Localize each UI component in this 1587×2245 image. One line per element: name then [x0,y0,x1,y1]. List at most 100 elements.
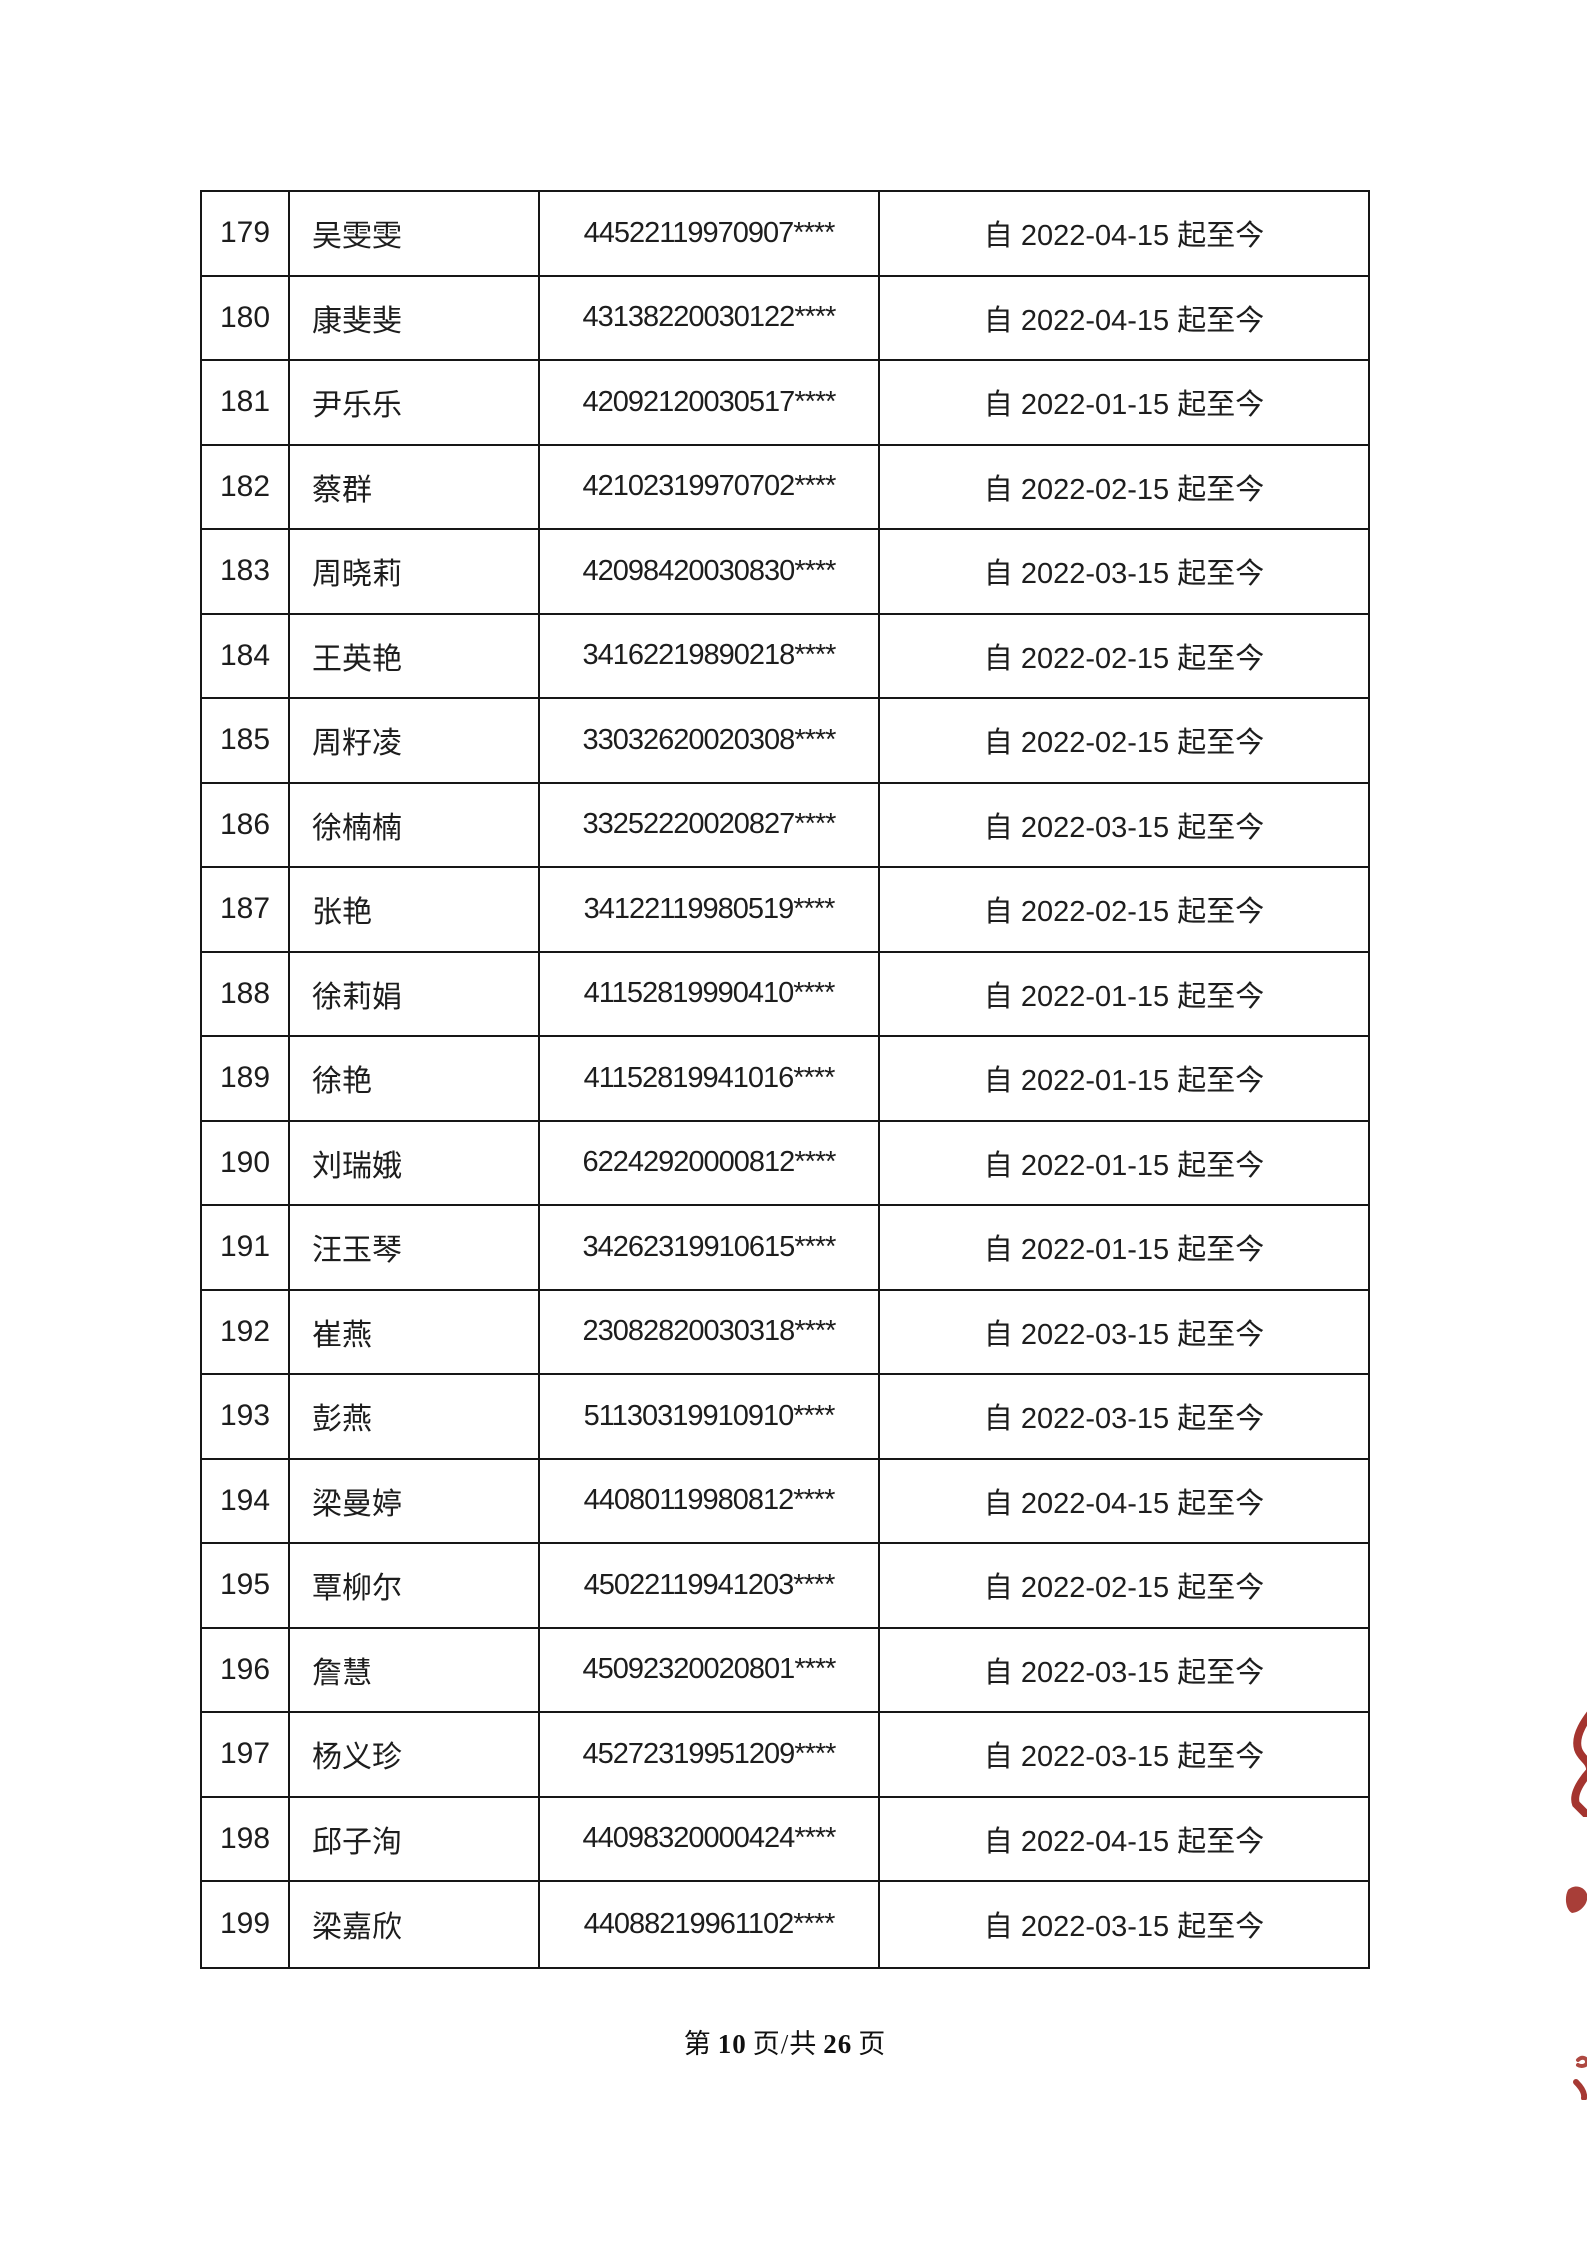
row-index-cell: 194 [202,1459,290,1542]
table-row: 199 梁嘉欣 44088219961102**** 自 2022-03-15 … [202,1882,1368,1967]
footer-prefix: 第 [683,2029,712,2059]
name-cell: 徐莉娟 [290,952,540,1035]
stamp-fragment-icon [1565,1886,1587,1913]
row-index-cell: 191 [202,1206,290,1289]
row-index-cell: 186 [202,783,290,866]
id-number-cell: 41152819990410**** [540,952,880,1035]
period-cell: 自 2022-04-15 起至今 [983,1825,1265,1858]
table-row: 180 康斐斐 43138220030122**** 自 2022-04-15 … [202,276,1368,361]
period-cell: 自 2022-02-15 起至今 [983,727,1265,760]
row-index-cell: 189 [202,1037,290,1120]
id-number-cell: 44098320000424**** [540,1797,880,1880]
name-cell: 周晓莉 [290,530,540,613]
id-number-cell: 34262319910615**** [540,1206,880,1289]
id-number-cell: 45272319951209**** [540,1713,880,1796]
period-cell: 自 2022-04-15 起至今 [983,220,1265,253]
id-number-cell: 42098420030830**** [540,530,880,613]
name-cell: 詹慧 [290,1628,540,1711]
id-number-cell: 44522119970907**** [540,192,880,275]
id-number-cell: 33252220020827**** [540,783,880,866]
period-cell: 自 2022-03-15 起至今 [983,1656,1265,1689]
id-number-cell: 51130319910910**** [540,1375,880,1458]
row-index-cell: 190 [202,1121,290,1204]
row-index-cell: 192 [202,1290,290,1373]
period-cell: 自 2022-03-15 起至今 [983,1741,1265,1774]
table-row: 189 徐艳 41152819941016**** 自 2022-01-15 起… [202,1037,1368,1122]
period-cell: 自 2022-02-15 起至今 [983,1572,1265,1605]
name-cell: 康斐斐 [290,276,540,359]
period-cell: 自 2022-01-15 起至今 [983,1234,1265,1267]
row-index-cell: 187 [202,868,290,951]
id-number-cell: 62242920000812**** [540,1121,880,1204]
table-row: 179 吴雯雯 44522119970907**** 自 2022-04-15 … [202,192,1368,277]
name-cell: 崔燕 [290,1290,540,1373]
table-row: 197 杨义珍 45272319951209**** 自 2022-03-15 … [202,1713,1368,1798]
row-index-cell: 181 [202,361,290,444]
id-number-cell: 42102319970702**** [540,445,880,528]
period-cell: 自 2022-03-15 起至今 [983,558,1265,591]
table-row: 181 尹乐乐 42092120030517**** 自 2022-01-15 … [202,361,1368,446]
footer-page-number: 10 [717,2029,747,2059]
row-index-cell: 185 [202,699,290,782]
id-number-cell: 44088219961102**** [540,1882,880,1967]
table-row: 186 徐楠楠 33252220020827**** 自 2022-03-15 … [202,783,1368,868]
name-cell: 邱子洵 [290,1797,540,1880]
table-row: 194 梁曼婷 44080119980812**** 自 2022-04-15 … [202,1459,1368,1544]
id-number-cell: 34162219890218**** [540,614,880,697]
period-cell: 自 2022-03-15 起至今 [983,1911,1265,1944]
name-cell: 彭燕 [290,1375,540,1458]
name-cell: 覃柳尔 [290,1544,540,1627]
table-row: 192 崔燕 23082820030318**** 自 2022-03-15 起… [202,1290,1368,1375]
period-cell: 自 2022-01-15 起至今 [983,980,1265,1013]
row-index-cell: 182 [202,445,290,528]
table-row: 182 蔡群 42102319970702**** 自 2022-02-15 起… [202,445,1368,530]
id-number-cell: 34122119980519**** [540,868,880,951]
stamp-fragment-icon [1573,2055,1587,2100]
id-number-cell: 43138220030122**** [540,276,880,359]
row-index-cell: 188 [202,952,290,1035]
id-number-cell: 41152819941016**** [540,1037,880,1120]
period-cell: 自 2022-01-15 起至今 [983,389,1265,422]
stamp-fragment-icon [1571,1711,1587,1817]
row-index-cell: 180 [202,276,290,359]
name-cell: 吴雯雯 [290,192,540,275]
name-cell: 杨义珍 [290,1713,540,1796]
row-index-cell: 183 [202,530,290,613]
name-cell: 梁曼婷 [290,1459,540,1542]
id-number-cell: 44080119980812**** [540,1459,880,1542]
table-row: 196 詹慧 45092320020801**** 自 2022-03-15 起… [202,1628,1368,1713]
row-index-cell: 184 [202,614,290,697]
table-row: 187 张艳 34122119980519**** 自 2022-02-15 起… [202,868,1368,953]
period-cell: 自 2022-03-15 起至今 [983,1318,1265,1351]
name-cell: 汪玉琴 [290,1206,540,1289]
table-row: 184 王英艳 34162219890218**** 自 2022-02-15 … [202,614,1368,699]
period-cell: 自 2022-01-15 起至今 [983,1065,1265,1098]
table-row: 195 覃柳尔 45022119941203**** 自 2022-02-15 … [202,1544,1368,1629]
row-index-cell: 198 [202,1797,290,1880]
table-row: 183 周晓莉 42098420030830**** 自 2022-03-15 … [202,530,1368,615]
row-index-cell: 195 [202,1544,290,1627]
footer-middle: 页/共 [752,2029,818,2059]
row-index-cell: 197 [202,1713,290,1796]
name-cell: 王英艳 [290,614,540,697]
id-number-cell: 45022119941203**** [540,1544,880,1627]
name-cell: 徐楠楠 [290,783,540,866]
id-number-cell: 42092120030517**** [540,361,880,444]
roster-table: 179 吴雯雯 44522119970907**** 自 2022-04-15 … [200,190,1370,1969]
period-cell: 自 2022-02-15 起至今 [983,642,1265,675]
row-index-cell: 193 [202,1375,290,1458]
name-cell: 刘瑞娥 [290,1121,540,1204]
name-cell: 梁嘉欣 [290,1882,540,1967]
id-number-cell: 23082820030318**** [540,1290,880,1373]
name-cell: 蔡群 [290,445,540,528]
page-footer: 第 10 页/共 26 页 [200,2022,1370,2061]
table-row: 188 徐莉娟 41152819990410**** 自 2022-01-15 … [202,952,1368,1037]
period-cell: 自 2022-02-15 起至今 [983,473,1265,506]
row-index-cell: 196 [202,1628,290,1711]
table-row: 190 刘瑞娥 62242920000812**** 自 2022-01-15 … [202,1121,1368,1206]
period-cell: 自 2022-04-15 起至今 [983,304,1265,337]
period-cell: 自 2022-01-15 起至今 [983,1149,1265,1182]
row-index-cell: 179 [202,192,290,275]
footer-suffix: 页 [858,2029,887,2059]
